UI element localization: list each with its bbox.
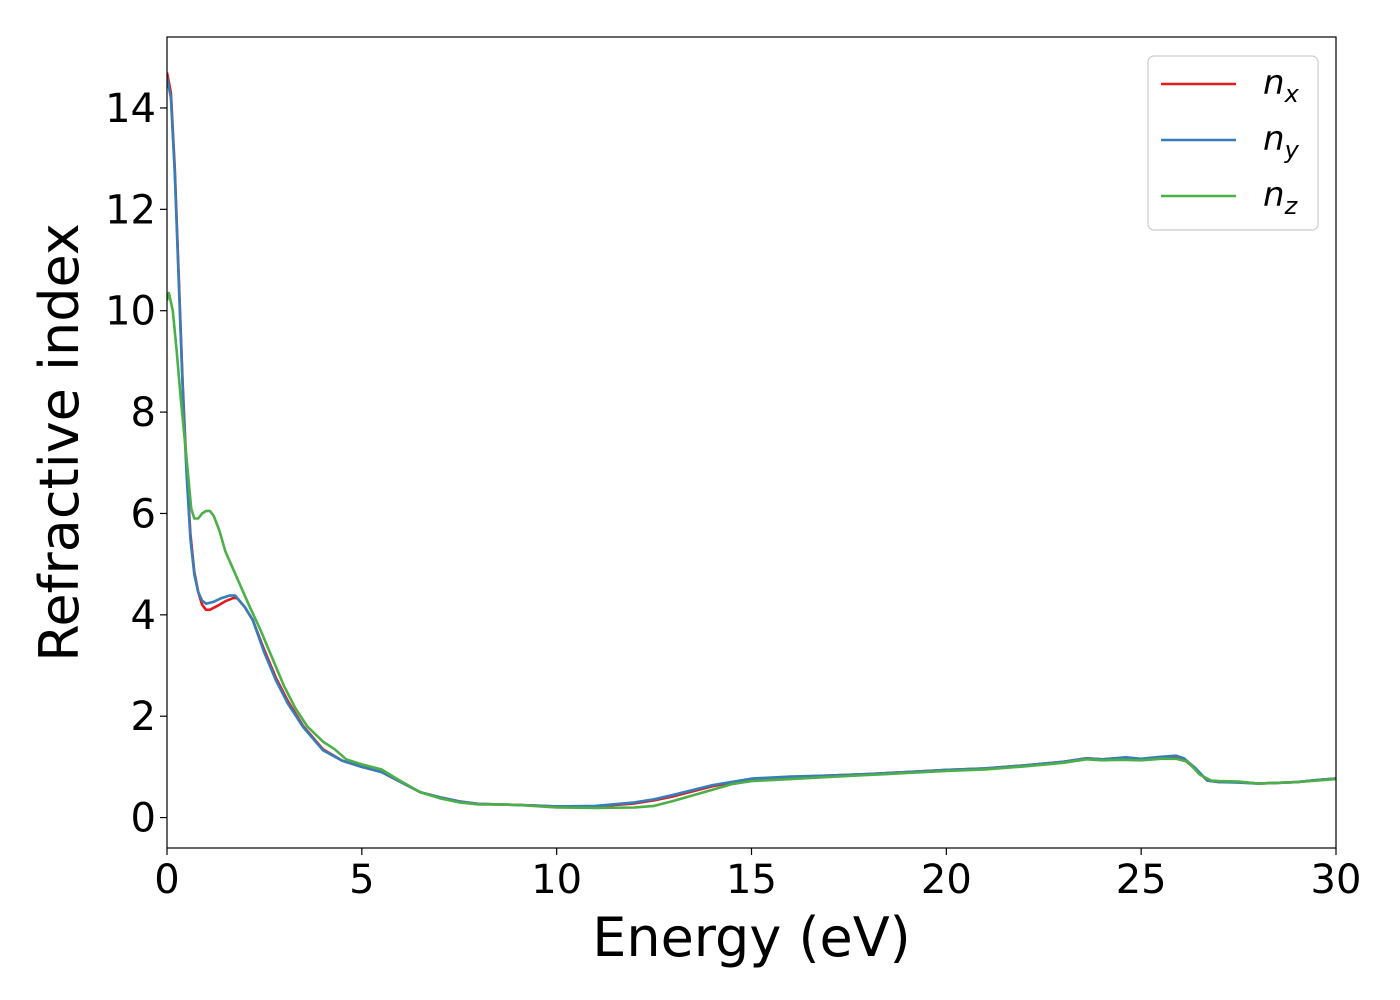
x-tick-label: 10: [531, 857, 582, 903]
x-axis-title: Energy (eV): [592, 906, 911, 969]
series-layer: [167, 72, 1336, 810]
x-tick-label: 15: [726, 857, 777, 903]
y-tick-label: 6: [131, 491, 156, 537]
x-tick-label: 25: [1116, 857, 1167, 903]
y-tick-label: 2: [131, 694, 156, 740]
y-tick-label: 12: [105, 187, 156, 233]
x-tick-label: 30: [1311, 857, 1362, 903]
y-tick-label: 4: [131, 593, 156, 639]
x-tick-label: 5: [349, 857, 374, 903]
ticks-layer: 0 5 10 15 20 25 30 0 2 4 6 8 10 12 14: [105, 86, 1361, 903]
y-tick-label: 8: [131, 390, 156, 436]
legend-label-x: nx: [1263, 63, 1300, 108]
series-line-z: [167, 291, 1336, 810]
legend-box: [1147, 55, 1319, 231]
y-tick-label: 0: [131, 796, 156, 842]
x-tick-label: 0: [154, 857, 179, 903]
x-tick-label: 20: [921, 857, 972, 903]
y-tick-label: 14: [105, 86, 156, 132]
y-axis-title: Refractive index: [28, 223, 91, 662]
legend-label-y: ny: [1263, 119, 1300, 164]
y-tick-label: 10: [105, 289, 156, 335]
